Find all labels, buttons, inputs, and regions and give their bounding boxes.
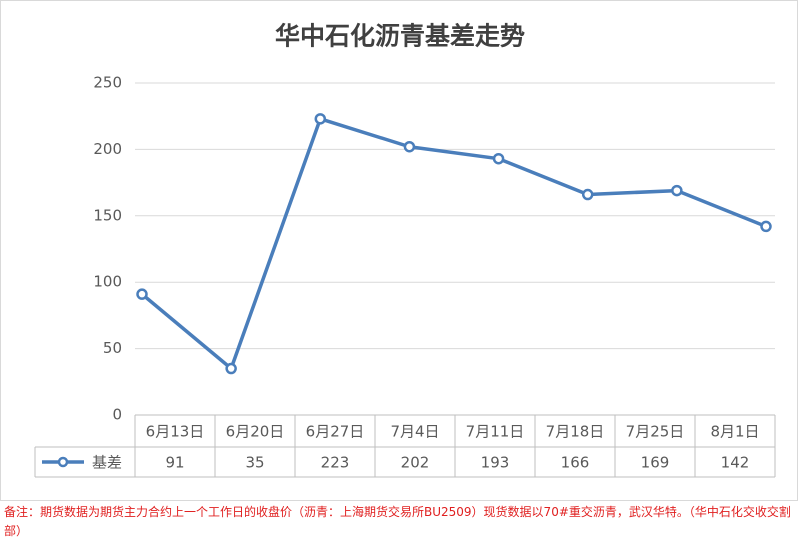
data-point	[581, 188, 594, 201]
data-point	[314, 113, 327, 125]
y-tick-label: 250	[93, 74, 122, 92]
x-tick-label: 8月1日	[710, 423, 759, 441]
x-tick-label: 7月18日	[546, 423, 605, 441]
x-tick-label: 7月25日	[626, 423, 685, 441]
table-value: 166	[561, 454, 590, 472]
legend-marker	[57, 456, 69, 468]
table-value: 142	[721, 454, 750, 472]
x-tick-label: 6月27日	[306, 423, 365, 441]
data-point	[225, 362, 237, 375]
chart-frame	[0, 0, 798, 501]
y-tick-label: 200	[93, 140, 122, 158]
table-value: 193	[481, 454, 510, 472]
table-value: 223	[321, 454, 350, 472]
table-value: 202	[401, 454, 430, 472]
legend-label: 基差	[92, 454, 122, 472]
x-tick-label: 7月4日	[390, 423, 439, 441]
table-value: 169	[641, 454, 670, 472]
data-point	[136, 288, 148, 300]
data-point	[403, 140, 416, 153]
data-point	[671, 184, 683, 197]
table-value: 91	[165, 454, 184, 472]
series-line	[140, 117, 767, 371]
chart: 华中石化沥青基差走势 0 50 100 150 200 250 6月13日 6月20日 6月27…	[0, 0, 798, 501]
x-tick-label: 6月13日	[146, 423, 205, 441]
data-point	[760, 220, 772, 233]
y-tick-label: 100	[93, 273, 122, 291]
footnote: 备注：期货数据为期货主力合约上一个工作日的收盘价（沥青：上海期货交易所BU250…	[4, 505, 791, 538]
x-tick-label: 6月20日	[226, 423, 285, 441]
y-tick-label: 50	[103, 339, 122, 357]
x-tick-label: 7月11日	[466, 423, 525, 441]
y-tick-label: 0	[112, 406, 122, 424]
y-tick-label: 150	[93, 206, 122, 224]
chart-title: 华中石化沥青基差走势	[275, 22, 525, 51]
data-point	[492, 152, 505, 165]
table-value: 35	[245, 454, 264, 472]
